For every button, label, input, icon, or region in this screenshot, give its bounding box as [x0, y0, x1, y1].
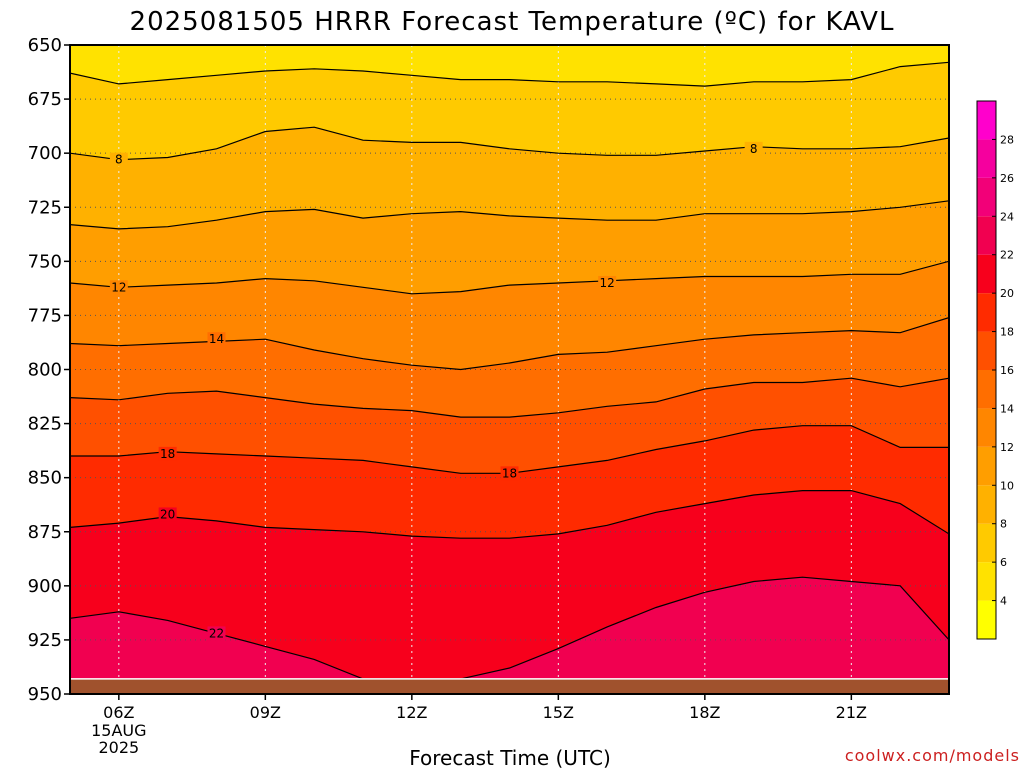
x-tick-sublabel: 15AUG: [91, 721, 146, 740]
colorbar-segment: [977, 331, 996, 370]
y-axis: 650 675 700 725 750 775 800 825 850 875 900 925 950: [28, 35, 70, 705]
contour-label-bg: [207, 626, 226, 641]
x-tick-label: 06Z: [103, 703, 134, 722]
x-tick-label: 09Z: [250, 703, 281, 722]
contour-label: 14: [209, 332, 224, 346]
y-tick-label: 675: [28, 89, 62, 110]
y-tick-label: 850: [28, 468, 62, 489]
ground-fill: [70, 678, 949, 694]
y-tick-label: 925: [28, 630, 62, 651]
colorbar-segment: [977, 216, 996, 255]
contour-label-bg: [158, 507, 177, 522]
x-tick-sublabel: 2025: [98, 738, 139, 757]
contour-label-bg: [598, 275, 617, 290]
chart-title: 2025081505 HRRR Forecast Temperature (ºC…: [130, 7, 895, 37]
temperature-bands: [70, 45, 949, 694]
colorbar-tick-label: 10: [1000, 479, 1014, 492]
credit-text[interactable]: coolwx.com/models: [845, 746, 1020, 765]
contour-label-bg: [109, 280, 128, 295]
contour-label: 12: [600, 276, 615, 290]
y-tick-label: 700: [28, 143, 62, 164]
contour-12: [70, 260, 949, 295]
contour-label: 8: [115, 153, 123, 167]
x-axis-label: Forecast Time (UTC): [409, 746, 611, 768]
colorbar-tick-label: 8: [1000, 518, 1007, 531]
colorbar-tick-label: 4: [1000, 595, 1007, 608]
y-tick-label: 800: [28, 360, 62, 381]
contour-label-bg: [109, 152, 128, 167]
contour-16: [70, 377, 949, 418]
y-tick-label: 950: [28, 684, 62, 705]
contour-lines: [70, 61, 949, 680]
colorbar-segment: [977, 254, 996, 294]
colorbar-tick-label: 26: [1000, 172, 1014, 185]
colorbar-tick-label: 6: [1000, 556, 1007, 569]
y-tick-label: 900: [28, 576, 62, 597]
y-tick-label: 875: [28, 522, 62, 543]
y-tick-label: 775: [28, 305, 62, 326]
colorbar-segment: [977, 562, 996, 601]
contour-label-bg: [207, 332, 226, 347]
x-tick-label: 15Z: [543, 703, 574, 722]
colorbar: 4 6 8 10 12 14 16 18 20 22 24 26 28: [976, 100, 1014, 640]
contour-8: [70, 126, 949, 161]
colorbar-tick-label: 16: [1000, 364, 1014, 377]
colorbar-segment: [977, 523, 996, 563]
colorbar-tick-label: 14: [1000, 402, 1014, 415]
colorbar-segment: [977, 408, 996, 447]
y-tick-label: 825: [28, 414, 62, 435]
contour-label: 18: [160, 447, 175, 461]
colorbar-tick-label: 20: [1000, 287, 1014, 300]
y-tick-label: 750: [28, 251, 62, 272]
colorbar-segment: [977, 139, 996, 178]
y-tick-label: 650: [28, 35, 62, 56]
band-22: [70, 577, 949, 694]
x-tick-label: 18Z: [689, 703, 720, 722]
contour-20: [70, 490, 949, 539]
colorbar-segment: [977, 370, 996, 409]
x-tick-label: 12Z: [396, 703, 427, 722]
colorbar-tick-label: 28: [1000, 133, 1014, 146]
contour-label: 20: [160, 507, 175, 521]
colorbar-tick-label: 12: [1000, 441, 1014, 454]
contour-label-bg: [158, 446, 177, 461]
contour-label: 8: [750, 142, 758, 156]
colorbar-tick-label: 24: [1000, 210, 1014, 223]
colorbar-tick-label: 18: [1000, 326, 1014, 339]
y-tick-label: 725: [28, 197, 62, 218]
colorbar-segment: [977, 600, 996, 639]
contour-label: 18: [502, 466, 517, 480]
contour-label: 22: [209, 626, 224, 640]
ground-terrain: [70, 678, 949, 694]
colorbar-segment: [977, 446, 996, 486]
colorbar-tick-label: 22: [1000, 249, 1014, 262]
plot-area: 8 8 12 12 14 18 18 20 22: [70, 45, 949, 694]
contour-label: 12: [111, 280, 126, 294]
colorbar-segment: [977, 177, 996, 217]
contour-6: [70, 61, 949, 87]
colorbar-segment: [977, 293, 996, 332]
x-tick-label: 21Z: [836, 703, 867, 722]
contour-labels: 8 8 12 12 14 18 18 20 22: [109, 141, 763, 641]
colorbar-segment: [977, 101, 996, 140]
contour-label-bg: [500, 466, 519, 481]
contour-10: [70, 200, 949, 230]
contour-label-bg: [744, 141, 763, 156]
colorbar-segment: [977, 485, 996, 524]
